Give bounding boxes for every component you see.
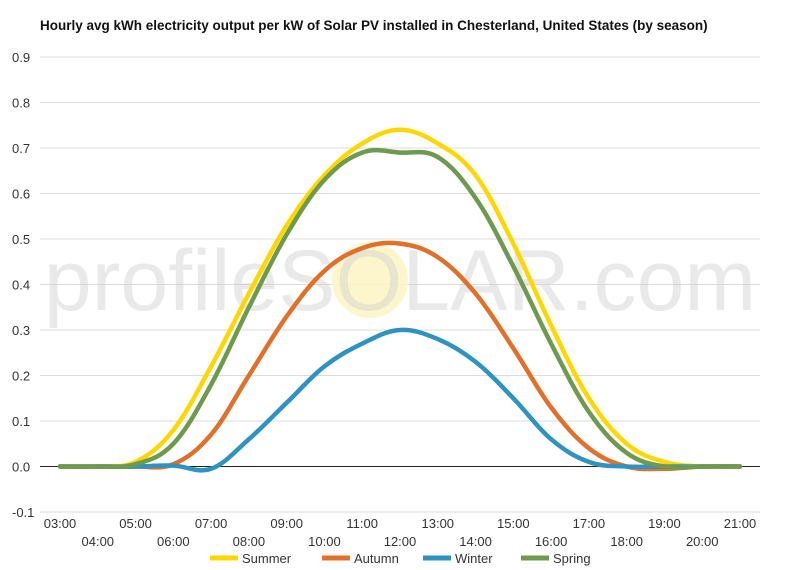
y-tick-label: 0.8 — [12, 96, 30, 111]
watermark-layer: profileSOLAR.com — [44, 233, 756, 329]
x-tick-label: 03:00 — [44, 516, 77, 531]
series-line-summer — [57, 127, 743, 470]
x-tick-label: 06:00 — [157, 534, 190, 549]
x-tick-label: 19:00 — [648, 516, 681, 531]
y-tick-label: 0.2 — [12, 369, 30, 384]
legend-label: Summer — [242, 551, 292, 566]
x-tick-label: 13:00 — [422, 516, 455, 531]
x-tick-label: 15:00 — [497, 516, 530, 531]
y-tick-label: 0.3 — [12, 323, 30, 338]
y-tick-label: -0.1 — [12, 505, 34, 520]
legend-label: Spring — [553, 551, 591, 566]
x-tick-label: 07:00 — [195, 516, 228, 531]
watermark-sun-icon — [332, 242, 408, 318]
legend-label: Autumn — [354, 551, 399, 566]
x-tick-label: 10:00 — [308, 534, 341, 549]
legend-label: Winter — [455, 551, 493, 566]
chart-title: Hourly avg kWh electricity output per kW… — [40, 18, 708, 33]
x-tick-label: 21:00 — [724, 516, 757, 531]
x-tick-label: 14:00 — [459, 534, 492, 549]
x-tick-label: 11:00 — [346, 516, 378, 531]
y-tick-label: 0.9 — [12, 50, 30, 65]
y-tick-label: 0.0 — [12, 460, 30, 475]
series-layer — [57, 127, 743, 473]
x-tick-label: 12:00 — [384, 534, 417, 549]
x-tick-label: 20:00 — [686, 534, 719, 549]
y-tick-label: 0.7 — [12, 141, 30, 156]
axis-labels-layer: -0.1 0.0 0.1 0.2 0.3 0.4 0.5 0.6 0.7 0.8 0.9 03:00 0… — [12, 50, 756, 549]
x-tick-label: 09:00 — [270, 516, 303, 531]
x-tick-label: 04:00 — [82, 534, 115, 549]
y-tick-label: 0.6 — [12, 187, 30, 202]
x-tick-label: 05:00 — [119, 516, 152, 531]
y-tick-label: 0.1 — [12, 414, 30, 429]
grid-layer — [40, 56, 760, 513]
x-tick-label: 18:00 — [610, 534, 643, 549]
series-line-spring — [57, 147, 743, 470]
series-line-winter — [57, 327, 743, 473]
legend: Summer Autumn Winter Spring — [210, 551, 591, 566]
x-tick-label: 16:00 — [535, 534, 568, 549]
y-tick-label: 0.5 — [12, 232, 30, 247]
watermark-text: profileSOLAR.com — [44, 233, 756, 329]
x-tick-label: 17:00 — [573, 516, 606, 531]
y-tick-label: 0.4 — [12, 278, 30, 293]
x-tick-label: 08:00 — [233, 534, 266, 549]
